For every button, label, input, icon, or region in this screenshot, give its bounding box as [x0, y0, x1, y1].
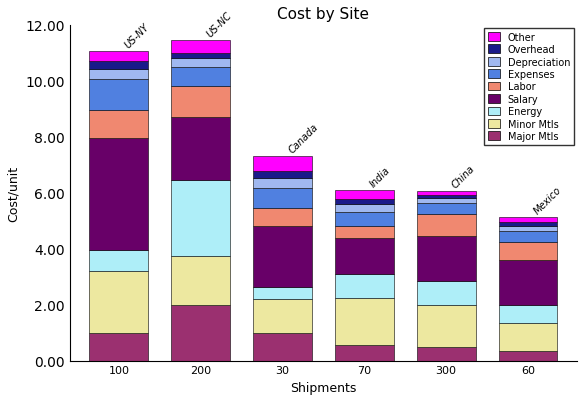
Bar	[417, 204, 475, 214]
Bar	[171, 181, 230, 256]
Title: Cost by Site: Cost by Site	[277, 7, 370, 22]
Bar	[253, 208, 312, 226]
Bar	[253, 179, 312, 188]
Bar	[89, 251, 148, 271]
Bar	[335, 226, 394, 238]
Bar	[253, 156, 312, 172]
Bar	[499, 242, 557, 260]
Bar	[253, 288, 312, 299]
Text: Canada: Canada	[287, 122, 320, 155]
Bar	[89, 52, 148, 62]
Bar	[89, 111, 148, 139]
X-axis label: Shipments: Shipments	[290, 381, 357, 394]
Bar	[335, 190, 394, 199]
Bar	[335, 205, 394, 212]
Bar	[253, 172, 312, 179]
Bar	[417, 214, 475, 237]
Bar	[499, 218, 557, 223]
Y-axis label: Cost/unit: Cost/unit	[7, 165, 20, 221]
Bar	[89, 271, 148, 333]
Bar	[417, 281, 475, 305]
Bar	[89, 139, 148, 251]
Bar	[253, 299, 312, 333]
Bar	[335, 212, 394, 226]
Legend: Other, Overhead, Depreciation, Expenses, Labor, Salary, Energy, Minor Mtls, Majo: Other, Overhead, Depreciation, Expenses,…	[484, 29, 574, 146]
Bar	[253, 226, 312, 288]
Bar	[89, 80, 148, 111]
Bar	[171, 68, 230, 87]
Bar	[171, 256, 230, 305]
Bar	[417, 191, 475, 195]
Text: Mexico: Mexico	[532, 185, 564, 216]
Bar	[417, 198, 475, 204]
Bar	[417, 347, 475, 361]
Bar	[335, 199, 394, 205]
Bar	[499, 260, 557, 305]
Text: US-NY: US-NY	[123, 22, 151, 51]
Bar	[499, 231, 557, 242]
Bar	[499, 305, 557, 323]
Bar	[499, 351, 557, 361]
Bar	[171, 87, 230, 118]
Text: China: China	[450, 163, 477, 190]
Bar	[89, 333, 148, 361]
Bar	[335, 274, 394, 298]
Bar	[335, 298, 394, 345]
Bar	[499, 227, 557, 231]
Bar	[253, 188, 312, 208]
Bar	[499, 223, 557, 227]
Bar	[499, 323, 557, 351]
Text: India: India	[369, 165, 392, 189]
Bar	[335, 345, 394, 361]
Bar	[171, 41, 230, 53]
Bar	[335, 238, 394, 274]
Bar	[89, 62, 148, 70]
Bar	[171, 59, 230, 68]
Bar	[417, 305, 475, 347]
Text: US-NC: US-NC	[205, 11, 234, 40]
Bar	[89, 70, 148, 80]
Bar	[417, 237, 475, 281]
Bar	[171, 53, 230, 59]
Bar	[417, 195, 475, 198]
Bar	[171, 305, 230, 361]
Bar	[253, 333, 312, 361]
Bar	[171, 118, 230, 181]
